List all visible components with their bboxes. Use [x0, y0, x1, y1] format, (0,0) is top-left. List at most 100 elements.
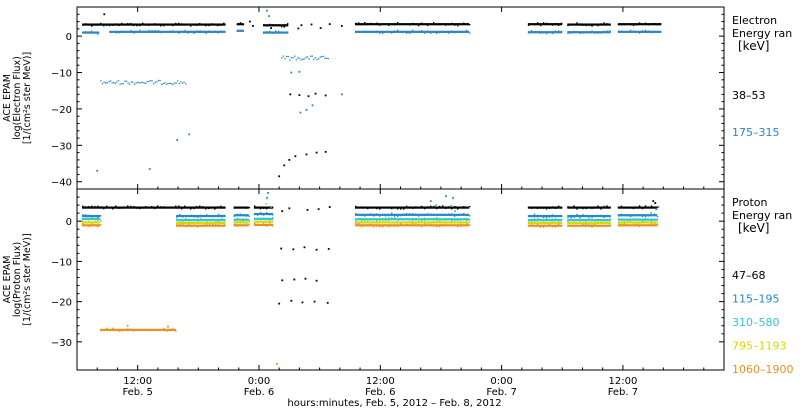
data-segment [617, 206, 658, 209]
data-point [644, 220, 647, 223]
data-point [180, 81, 182, 83]
data-point [451, 220, 453, 223]
data-point [175, 82, 177, 84]
data-point [394, 24, 396, 26]
legend-entry: 47–68 [732, 269, 766, 282]
data-point [203, 215, 205, 217]
data-point [236, 225, 239, 227]
data-point [88, 31, 90, 33]
y-tick-label: −30 [51, 338, 72, 349]
data-point [641, 30, 644, 32]
data-point [284, 58, 286, 60]
data-point [436, 32, 438, 35]
data-point [181, 30, 183, 32]
x-tick-date: Feb. 6 [365, 387, 395, 398]
data-point [129, 83, 131, 85]
data-point [154, 29, 156, 32]
data-point [106, 327, 108, 329]
data-point [324, 150, 327, 153]
data-segment [527, 23, 563, 26]
data-point [203, 224, 205, 226]
data-point [217, 206, 219, 208]
data-point [632, 207, 635, 210]
data-point [224, 214, 226, 217]
data-point [117, 79, 120, 82]
data-point [635, 218, 638, 220]
data-point [442, 205, 444, 207]
data-point [394, 221, 396, 223]
data-segment [527, 31, 563, 34]
data-point [115, 329, 117, 331]
data-point [82, 24, 84, 26]
data-point [647, 222, 650, 224]
data-point [319, 27, 322, 30]
data-point [178, 32, 180, 34]
legend-entry: 175–315 [732, 126, 780, 139]
data-point [603, 219, 605, 222]
data-point [121, 82, 123, 85]
data-point [570, 32, 572, 34]
data-point [548, 31, 551, 33]
data-point [533, 213, 536, 216]
data-point [327, 248, 330, 250]
data-point [197, 226, 199, 228]
data-point [364, 225, 366, 227]
data-point [205, 208, 207, 210]
data-segment [567, 224, 611, 227]
data-point [321, 55, 323, 58]
data-point [591, 25, 593, 27]
data-point [617, 30, 620, 32]
data-point [190, 30, 192, 32]
data-point [385, 31, 387, 33]
series-1-4 [82, 222, 659, 365]
data-point [527, 24, 530, 26]
data-point [427, 213, 429, 215]
data-point [421, 205, 423, 208]
data-point [236, 30, 239, 33]
data-point [146, 80, 148, 83]
data-point [236, 213, 239, 215]
data-point [160, 329, 162, 331]
panel-1: 0 −10 −20 −30 ACE EPAM log(Proton Flux) [1/(cm… [2, 188, 794, 376]
data-point [100, 22, 102, 25]
data-point [434, 204, 437, 206]
data-point [606, 215, 608, 218]
data-point [656, 219, 659, 221]
data-point [460, 206, 462, 208]
data-point [314, 92, 317, 95]
data-point [659, 23, 662, 25]
data-point [313, 300, 316, 303]
data-point [626, 225, 629, 227]
data-point [641, 222, 644, 224]
data-segment [617, 30, 662, 33]
data-point [623, 223, 626, 225]
data-point [397, 222, 399, 224]
data-point [656, 222, 659, 224]
data-point [469, 215, 471, 217]
data-point [303, 246, 306, 249]
data-point [457, 222, 459, 224]
data-point [266, 31, 268, 33]
data-point [112, 31, 114, 33]
data-point [157, 79, 160, 82]
data-point [536, 207, 539, 209]
data-point [403, 30, 405, 33]
data-point [130, 328, 132, 330]
data-point [209, 215, 211, 218]
data-point [149, 79, 152, 82]
data-point [539, 24, 542, 27]
data-point [206, 214, 208, 216]
data-point [579, 225, 581, 227]
data-point [582, 222, 584, 224]
data-point [248, 215, 251, 217]
data-point [579, 218, 581, 220]
data-point [196, 205, 198, 208]
data-point [542, 226, 545, 228]
data-point [560, 218, 563, 220]
data-point [130, 22, 132, 25]
data-point [418, 30, 420, 33]
data-point [451, 22, 453, 25]
data-point [157, 23, 159, 25]
data-point [91, 223, 93, 225]
